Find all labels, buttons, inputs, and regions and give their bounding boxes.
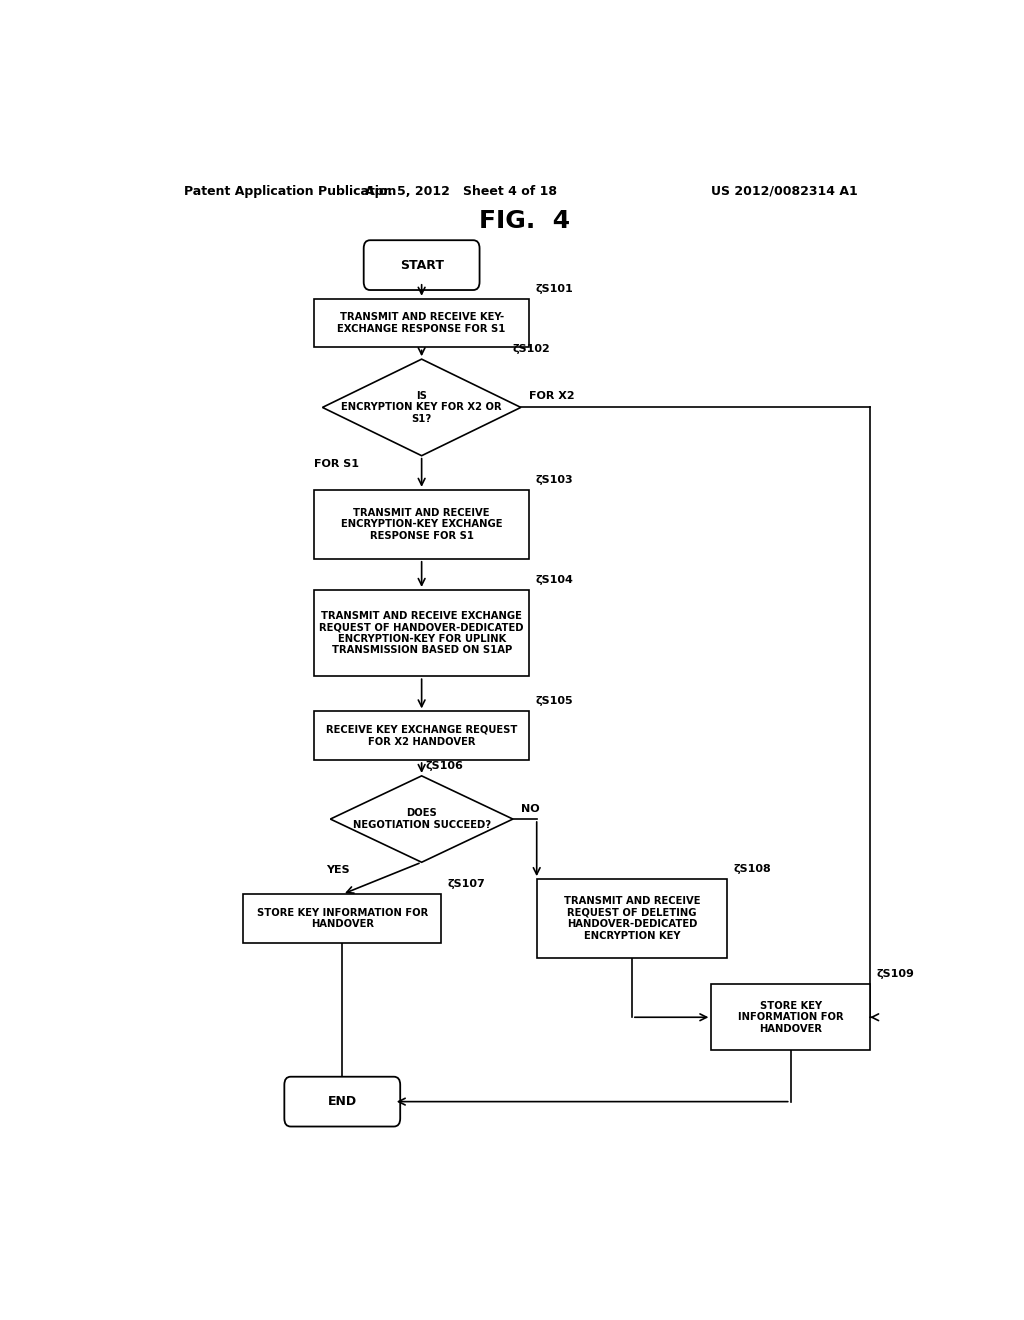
Text: ζS101: ζS101 — [536, 284, 572, 293]
Text: ζS109: ζS109 — [877, 969, 914, 979]
Text: ζS107: ζS107 — [447, 879, 485, 890]
Text: ζS106: ζS106 — [426, 760, 464, 771]
Text: DOES
NEGOTIATION SUCCEED?: DOES NEGOTIATION SUCCEED? — [352, 808, 490, 830]
Text: ζS108: ζS108 — [733, 865, 771, 874]
Text: NO: NO — [521, 804, 540, 814]
Text: Patent Application Publication: Patent Application Publication — [183, 185, 396, 198]
Text: TRANSMIT AND RECEIVE KEY-
EXCHANGE RESPONSE FOR S1: TRANSMIT AND RECEIVE KEY- EXCHANGE RESPO… — [338, 313, 506, 334]
Polygon shape — [323, 359, 521, 455]
FancyBboxPatch shape — [285, 1077, 400, 1126]
Text: STORE KEY
INFORMATION FOR
HANDOVER: STORE KEY INFORMATION FOR HANDOVER — [738, 1001, 844, 1034]
Text: TRANSMIT AND RECEIVE
REQUEST OF DELETING
HANDOVER-DEDICATED
ENCRYPTION KEY: TRANSMIT AND RECEIVE REQUEST OF DELETING… — [563, 896, 700, 941]
Bar — [314, 490, 528, 558]
FancyBboxPatch shape — [364, 240, 479, 290]
Bar — [712, 985, 870, 1051]
Text: TRANSMIT AND RECEIVE EXCHANGE
REQUEST OF HANDOVER-DEDICATED
ENCRYPTION-KEY FOR U: TRANSMIT AND RECEIVE EXCHANGE REQUEST OF… — [319, 611, 524, 656]
Text: YES: YES — [327, 866, 350, 875]
Text: IS
ENCRYPTION KEY FOR X2 OR
S1?: IS ENCRYPTION KEY FOR X2 OR S1? — [341, 391, 502, 424]
Bar — [314, 590, 528, 676]
Text: US 2012/0082314 A1: US 2012/0082314 A1 — [712, 185, 858, 198]
Text: STORE KEY INFORMATION FOR
HANDOVER: STORE KEY INFORMATION FOR HANDOVER — [257, 908, 428, 929]
Text: END: END — [328, 1096, 356, 1107]
Bar — [243, 894, 441, 942]
Text: START: START — [399, 259, 443, 272]
Bar — [537, 879, 727, 958]
Text: FOR S1: FOR S1 — [314, 459, 359, 469]
Text: Apr. 5, 2012   Sheet 4 of 18: Apr. 5, 2012 Sheet 4 of 18 — [366, 185, 557, 198]
Text: FOR X2: FOR X2 — [528, 391, 574, 401]
Text: ζS102: ζS102 — [513, 345, 551, 354]
Text: ζS105: ζS105 — [536, 696, 572, 706]
Bar — [314, 711, 528, 760]
Polygon shape — [331, 776, 513, 862]
Text: ζS103: ζS103 — [536, 475, 572, 484]
Text: ζS104: ζS104 — [536, 574, 573, 585]
Text: FIG.  4: FIG. 4 — [479, 210, 570, 234]
Bar — [314, 298, 528, 347]
Text: RECEIVE KEY EXCHANGE REQUEST
FOR X2 HANDOVER: RECEIVE KEY EXCHANGE REQUEST FOR X2 HAND… — [326, 725, 517, 747]
Text: TRANSMIT AND RECEIVE
ENCRYPTION-KEY EXCHANGE
RESPONSE FOR S1: TRANSMIT AND RECEIVE ENCRYPTION-KEY EXCH… — [341, 508, 503, 541]
